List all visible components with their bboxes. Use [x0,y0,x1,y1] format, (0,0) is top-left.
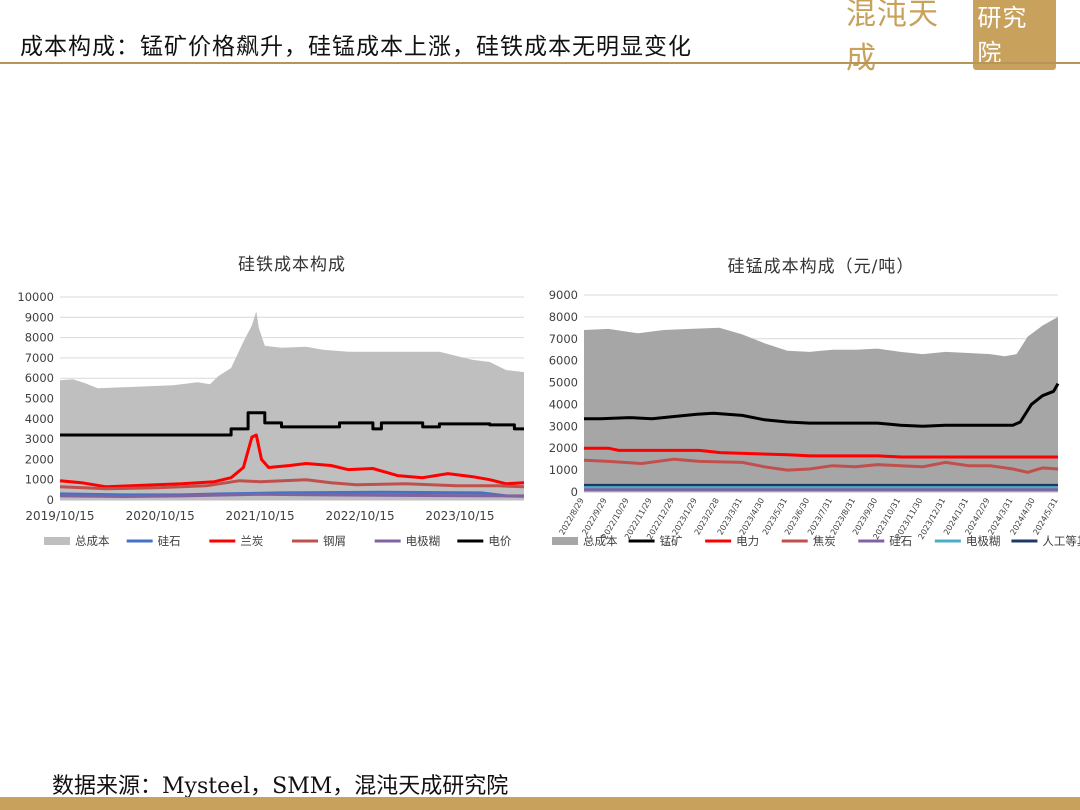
c0-chart-title: 硅铁成本构成 [238,255,346,275]
c0-series-3-line [59,478,525,491]
c1-series-0-area [584,316,1058,492]
c0-series-0-area [60,311,524,500]
c0-series-1-line [60,411,524,437]
c0-y-tick-label: 1000 [25,473,54,487]
c1-y-tick-label: 4000 [549,397,578,411]
c1-legend-swatch [552,537,578,545]
c0-y-tick-label: 7000 [25,351,54,365]
c0-legend-swatch [44,537,70,545]
logo-text: 混沌天成 [846,0,939,76]
c0-legend-label: 钢屑 [323,534,346,548]
c1-legend-label: 总成本 [583,534,618,548]
c0-y-tick-label: 0 [47,493,54,507]
c0-series-5-line [59,492,525,498]
c1-legend-label: 人工等其他费用 [1042,534,1080,548]
c0-y-tick-label: 6000 [25,371,54,385]
c1-y-tick-label: 2000 [549,441,578,455]
c0-y-tick-label: 2000 [25,452,54,466]
c0-legend-label: 总成本 [75,534,110,548]
c0-legend-label: 硅石 [158,534,181,548]
c0-x-tick-label: 2020/10/15 [126,509,195,523]
c0-legend-label: 兰炭 [240,534,263,548]
c0-legend-label: 电极糊 [406,534,441,548]
c0-x-tick-label: 2022/10/15 [325,509,394,523]
logo-badge: 研究院 [973,0,1056,70]
c0-x-tick-label: 2019/10/15 [25,509,94,523]
c1-legend-label: 电力 [736,534,759,548]
c1-y-tick-label: 6000 [549,354,578,368]
c1-y-tick-label: 1000 [549,463,578,477]
c1-series-3-line [583,457,1059,474]
silicomanganese-chart-svg: 硅锰成本构成（元/吨） 0 1000 2000 3000 4000 5000 6000 7000… [549,257,1080,548]
c0-x-tick-label: 2023/10/15 [425,509,494,523]
c0-y-tick-label: 9000 [25,310,54,324]
logo: 混沌天成 研究院 [846,0,1056,76]
c1-chart-title: 硅锰成本构成（元/吨） [728,257,915,277]
c1-y-tick-label: 0 [571,485,578,499]
c0-series-2-line [59,433,525,489]
header-divider [0,62,1080,64]
c0-y-tick-label: 3000 [25,432,54,446]
ferrosilicon-chart: 硅铁成本构成 0 1000 2000 3000 4000 5000 6000 7000 8000 9… [0,240,540,574]
c1-y-tick-label: 7000 [549,332,578,346]
source-note: 数据来源：Mysteel，SMM，混沌天成研究院 [52,774,509,799]
c0-y-tick-label: 8000 [25,331,54,345]
c1-series-2-line [584,446,1058,459]
c1-legend-label: 焦炭 [813,534,836,548]
c0-y-tick-label: 4000 [25,412,54,426]
c0-y-tick-label: 5000 [25,392,54,406]
footer-bar [0,797,1080,810]
c1-legend-label: 锰矿 [660,534,683,548]
c1-series-1-line [584,382,1060,428]
c0-y-tick-label: 10000 [17,290,54,304]
page-title: 成本构成：锰矿价格飙升，硅锰成本上涨，硅铁成本无明显变化 [20,34,692,60]
c0-x-tick-label: 2021/10/15 [226,509,295,523]
c1-y-tick-label: 8000 [549,310,578,324]
c1-y-tick-label: 3000 [549,419,578,433]
c1-legend-label: 电极糊 [966,534,1001,548]
c1-y-tick-label: 5000 [549,376,578,390]
header: 成本构成：锰矿价格飙升，硅锰成本上涨，硅铁成本无明显变化 混沌天成 研究院 [0,0,1080,76]
c0-legend-label: 电价 [488,534,511,548]
c1-legend-label: 硅石 [889,534,912,548]
silicomanganese-chart: 硅锰成本构成（元/吨） 0 1000 2000 3000 4000 5000 6000 7000… [540,240,1080,574]
ferrosilicon-chart-svg: 硅铁成本构成 0 1000 2000 3000 4000 5000 6000 7000 8000 9… [17,255,525,548]
c1-y-tick-label: 9000 [549,288,578,302]
